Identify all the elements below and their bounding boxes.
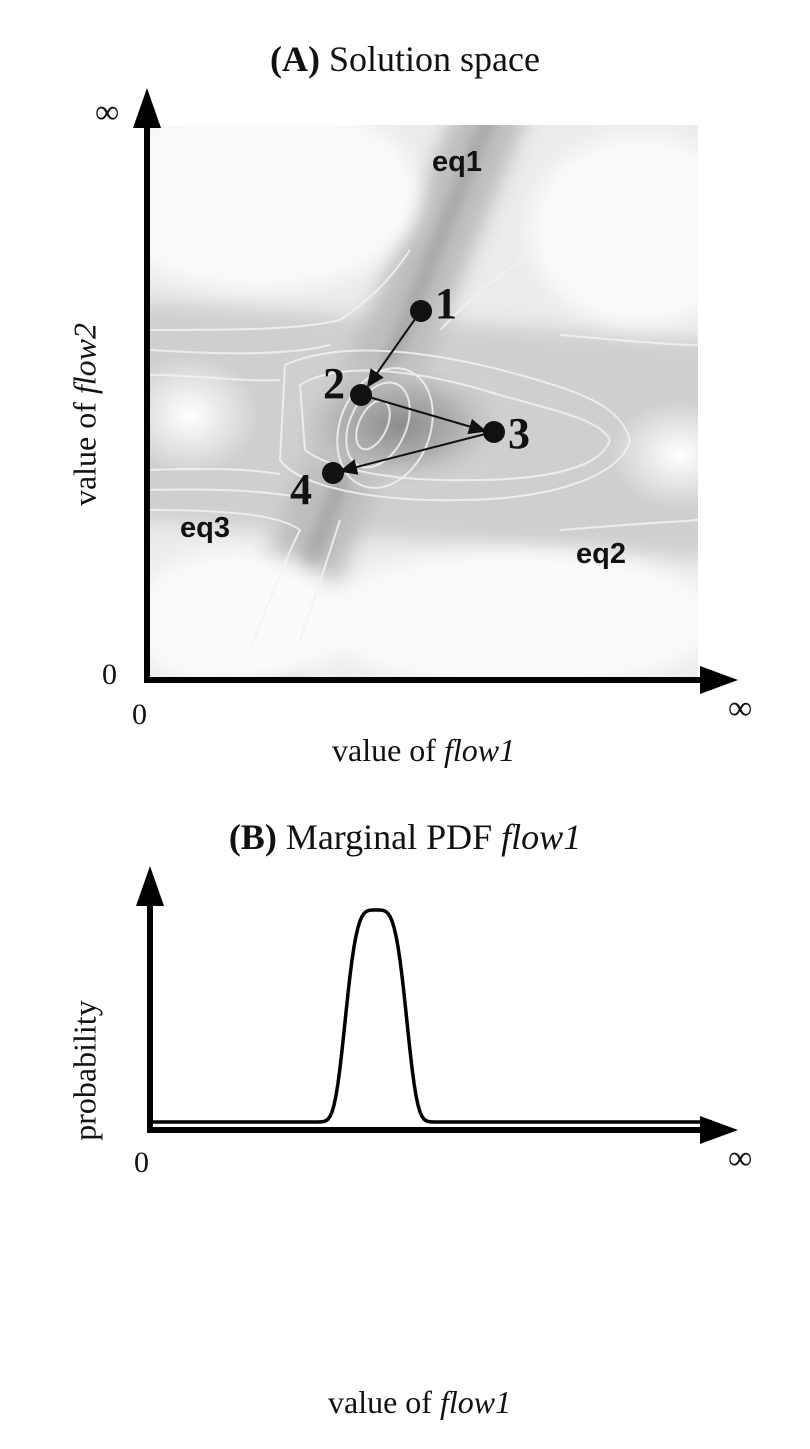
path-arrow-3-4 — [339, 431, 494, 475]
path-point-4 — [322, 462, 344, 484]
solution-field — [150, 125, 698, 680]
path-point-1 — [410, 300, 432, 322]
path-label-2: 2 — [323, 359, 345, 408]
pdf-curve — [150, 908, 712, 1124]
panel-a-title: (A) Solution space — [0, 38, 810, 80]
panel-a-x-axis-label-var: flow1 — [443, 732, 516, 768]
panel-a-title-text: Solution space — [329, 39, 540, 79]
panel-a-y-axis-label-var: flow2 — [66, 322, 103, 395]
panel-a-y-axis-arrowhead — [133, 88, 161, 128]
panel-b-y-axis-arrowhead — [136, 866, 164, 906]
panel-a-y-axis-label-prefix: value of — [66, 394, 103, 507]
path-label-1: 1 — [435, 279, 457, 328]
constraint-eq3: eq3 — [180, 512, 230, 544]
path-arrow-2-3 — [361, 394, 487, 435]
search-path — [339, 311, 494, 475]
panel-b-title: (B) Marginal PDF flow1 — [0, 816, 810, 858]
constraint-eq2: eq2 — [576, 538, 626, 570]
panel-a-x-axis-label-prefix: value of — [332, 732, 444, 768]
path-arrow-1-2 — [366, 311, 421, 388]
path-point-3 — [483, 421, 505, 443]
panel-b-letter: (B) — [228, 817, 277, 857]
path-point-2 — [350, 384, 372, 406]
panel-b-x-infinity: ∞ — [728, 1140, 753, 1177]
panel-a-y-origin: 0 — [102, 658, 117, 691]
panel-b-x-origin: 0 — [134, 1146, 149, 1179]
path-label-3: 3 — [508, 409, 530, 458]
panel-b-title-var: flow1 — [501, 817, 582, 857]
panel-b-x-axis-label-var: flow1 — [439, 1384, 512, 1420]
constraint-eq1: eq1 — [432, 146, 482, 178]
panel-b-title-text: Marginal PDF — [285, 817, 502, 857]
panel-a-y-axis-label: value of flow2 — [67, 305, 104, 525]
panel-b-y-axis-label: probability — [66, 1000, 103, 1141]
panel-a-letter: (A) — [270, 39, 320, 79]
panel-a-y-infinity: ∞ — [95, 94, 120, 131]
panel-a-x-origin: 0 — [132, 698, 147, 731]
panel-a-x-infinity: ∞ — [728, 690, 753, 727]
path-label-4: 4 — [290, 465, 312, 514]
panel-b-x-axis-label-prefix: value of — [328, 1384, 440, 1420]
panel-a-x-axis-label: value of flow1 — [332, 732, 515, 769]
panel-b-x-axis-label: value of flow1 — [328, 1384, 511, 1421]
panel-a-x-axis-arrowhead — [700, 666, 738, 694]
